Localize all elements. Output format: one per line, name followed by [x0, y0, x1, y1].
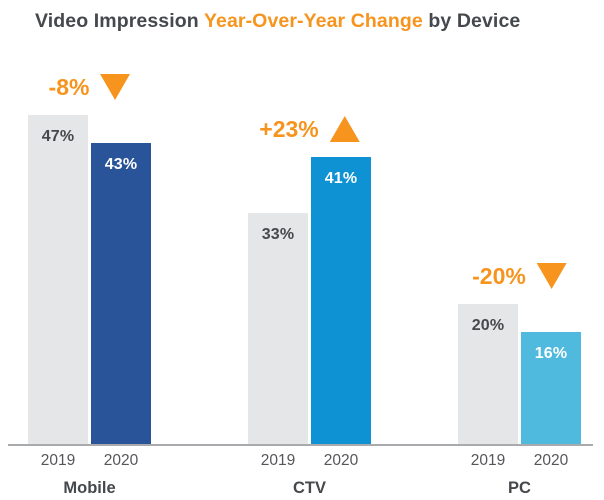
chart-title-part1: Video Impression — [35, 10, 204, 32]
bar-value-label: 20% — [471, 317, 505, 334]
change-value: -20% — [472, 262, 526, 289]
bar-pc-2019: 20% — [458, 304, 518, 444]
bar-value-label: 16% — [534, 345, 568, 362]
bar-value-label: 43% — [104, 156, 138, 173]
chart-title: Video Impression Year-Over-Year Change b… — [35, 10, 520, 33]
bar-value-label: 47% — [41, 128, 75, 145]
bars-pc: 20% 16% — [458, 304, 581, 444]
arrow-up-icon — [329, 116, 360, 142]
year-label: 2019 — [40, 452, 76, 469]
chart-title-highlight: Year-Over-Year Change — [203, 10, 423, 32]
bar-value-label: 33% — [261, 226, 295, 243]
change-value: +23% — [259, 115, 319, 142]
category-label-mobile: Mobile — [63, 479, 116, 497]
arrow-down-icon — [536, 263, 567, 289]
bars-mobile: 47% 43% — [28, 115, 151, 444]
bar-ctv-2020: 41% — [311, 157, 371, 444]
year-labels-ctv: 2019 2020 — [248, 452, 371, 470]
year-label: 2020 — [103, 452, 139, 469]
change-label-mobile: -8% — [49, 72, 131, 102]
bar-group-mobile: -8% 47% 43% 2019 2020 Mobile — [28, 60, 151, 497]
year-label: 2020 — [323, 452, 359, 469]
bars-ctv: 33% 41% — [248, 157, 371, 444]
arrow-down-icon — [100, 74, 131, 100]
year-label: 2019 — [470, 452, 506, 469]
category-label-ctv: CTV — [293, 479, 326, 497]
bar-value-label: 41% — [324, 170, 358, 187]
bar-group-pc: -20% 20% 16% 2019 2020 PC — [458, 60, 581, 497]
year-label: 2020 — [533, 452, 569, 469]
bar-ctv-2019: 33% — [248, 213, 308, 444]
bar-mobile-2019: 47% — [28, 115, 88, 444]
change-label-ctv: +23% — [259, 114, 360, 144]
bar-mobile-2020: 43% — [91, 143, 151, 444]
category-label-pc: PC — [508, 479, 531, 497]
bar-pc-2020: 16% — [521, 332, 581, 444]
bar-group-ctv: +23% 33% 41% 2019 2020 CTV — [248, 60, 371, 497]
chart-title-part2: by Device — [422, 10, 521, 32]
change-label-pc: -20% — [472, 261, 567, 291]
year-label: 2019 — [260, 452, 296, 469]
year-labels-pc: 2019 2020 — [458, 452, 581, 470]
x-axis-line — [8, 444, 593, 446]
change-value: -8% — [48, 73, 90, 100]
year-labels-mobile: 2019 2020 — [28, 452, 151, 470]
